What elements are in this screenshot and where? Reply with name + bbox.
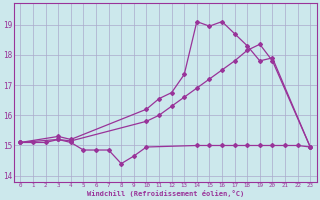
X-axis label: Windchill (Refroidissement éolien,°C): Windchill (Refroidissement éolien,°C) [87, 190, 244, 197]
